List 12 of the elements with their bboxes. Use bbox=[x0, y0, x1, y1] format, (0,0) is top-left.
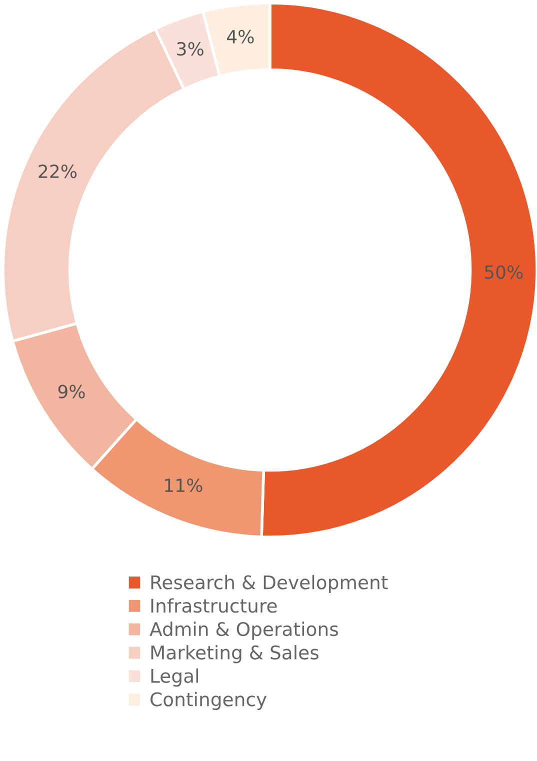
data-label: 3% bbox=[177, 42, 204, 56]
data-label: 4% bbox=[226, 30, 254, 44]
data-label: 50% bbox=[484, 265, 523, 279]
data-label: 9% bbox=[58, 384, 85, 398]
legend-label: Research & Development bbox=[151, 574, 388, 594]
legend-label: Marketing & Sales bbox=[151, 645, 318, 664]
legend-label: Infrastructure bbox=[151, 598, 277, 613]
data-label: 11% bbox=[165, 478, 202, 492]
data-label: 22% bbox=[38, 164, 77, 178]
legend-label: Legal bbox=[151, 668, 198, 687]
legend-label: Contingency bbox=[150, 692, 267, 710]
legend-label: Admin & Operations bbox=[150, 622, 338, 640]
